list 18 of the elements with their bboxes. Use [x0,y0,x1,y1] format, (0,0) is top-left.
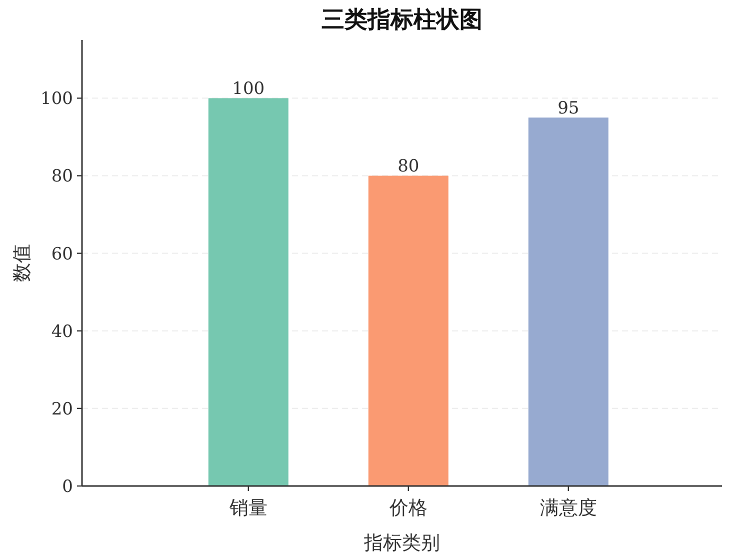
y-tick-label: 100 [40,89,73,110]
y-axis-title: 数值 [11,244,33,282]
data-label: 95 [558,98,580,119]
bar [528,118,608,486]
y-tick-label: 60 [51,244,73,264]
y-tick-label: 40 [51,322,73,342]
y-tick-label: 20 [51,399,73,420]
y-tick-label: 80 [51,166,73,187]
x-axis-title: 指标类别 [363,532,440,554]
x-tick-label: 价格 [388,497,428,519]
x-tick-label: 销量 [228,497,268,519]
y-tick-label: 0 [62,477,73,497]
x-tick-label: 满意度 [540,497,597,519]
chart-title: 三类指标柱状图 [322,6,482,33]
bar [368,176,448,486]
data-label: 100 [232,79,265,100]
bar [208,98,288,486]
data-label: 80 [398,156,420,177]
